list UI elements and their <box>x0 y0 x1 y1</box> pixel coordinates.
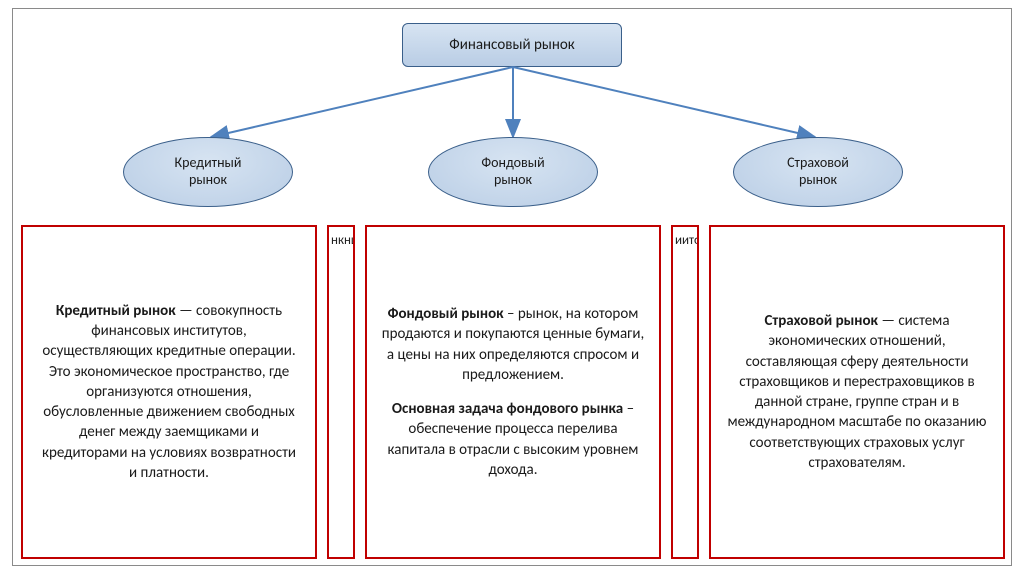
clipped-text: иитоо <box>675 233 699 248</box>
clipped-box-2: иитоо <box>671 225 699 559</box>
desc-body: — совокупность финансовых институтов, ос… <box>42 302 296 482</box>
child-label: Кредитныйрынок <box>175 155 242 189</box>
clipped-box-1: нкнцнф <box>327 225 355 559</box>
child-node-insurance: Страховойрынок <box>733 137 903 207</box>
descriptions-row: Кредитный рынок — совокупность финансовы… <box>21 225 1005 559</box>
desc-title: Страховой рынок <box>764 312 878 330</box>
child-label: Страховойрынок <box>787 155 849 189</box>
desc-text: Страховой рынок — система экономических … <box>725 311 989 473</box>
root-label: Финансовый рынок <box>449 36 574 54</box>
desc-credit: Кредитный рынок — совокупность финансовы… <box>21 225 317 559</box>
desc-title: Фондовый рынок <box>388 305 504 323</box>
root-node: Финансовый рынок <box>402 23 622 67</box>
child-label: Фондовыйрынок <box>481 155 544 189</box>
desc-text: Основная задача фондового рынка – обеспе… <box>381 399 645 480</box>
desc-title: Кредитный рынок <box>56 302 176 320</box>
child-node-credit: Кредитныйрынок <box>123 137 293 207</box>
desc-text: Фондовый рынок – рынок, на котором прода… <box>381 304 645 385</box>
child-node-stock: Фондовыйрынок <box>428 137 598 207</box>
diagram-frame: Финансовый рынок Кредитныйрынок Фондовый… <box>12 8 1012 566</box>
clipped-text: нкнцнф <box>331 233 355 248</box>
desc-insurance: Страховой рынок — система экономических … <box>709 225 1005 559</box>
desc-body: — система экономических отношений, соста… <box>727 312 986 472</box>
desc-title: Основная задача фондового рынка <box>392 400 623 418</box>
desc-text: Кредитный рынок — совокупность финансовы… <box>37 301 301 483</box>
desc-stock: Фондовый рынок – рынок, на котором прода… <box>365 225 661 559</box>
